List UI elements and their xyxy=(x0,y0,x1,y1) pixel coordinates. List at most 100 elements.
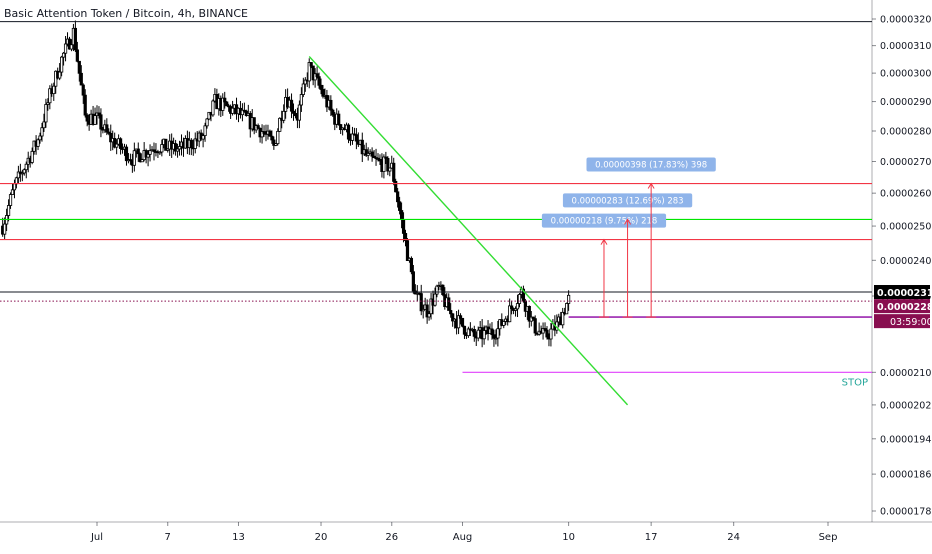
candle-body xyxy=(299,94,303,106)
candle-body xyxy=(175,148,180,152)
candle-body xyxy=(148,150,152,155)
ma-price-tag xyxy=(874,299,930,314)
y-tick-label: 0.00002400 xyxy=(880,256,932,267)
candle-body xyxy=(307,62,311,82)
y-tick-label: 0.00003200 xyxy=(880,15,932,26)
target-arrowhead xyxy=(600,238,608,245)
candle-body xyxy=(44,104,48,123)
candle-body xyxy=(144,150,148,158)
candle-body xyxy=(376,157,380,160)
candle-body xyxy=(476,329,480,339)
target-label-text: 0.00000398 (17.83%) 398 xyxy=(595,161,707,171)
candle-body xyxy=(392,162,396,182)
candle-body xyxy=(136,148,140,155)
candle-body xyxy=(240,109,245,116)
x-tick-label: 24 xyxy=(727,532,740,543)
candle-body xyxy=(458,315,463,319)
candle-body xyxy=(419,293,423,312)
candle-body xyxy=(378,159,382,162)
candle-body xyxy=(211,100,215,116)
candle-body xyxy=(166,148,170,151)
candle-body xyxy=(124,146,129,162)
candle-body xyxy=(447,297,451,311)
candle-body xyxy=(63,43,68,54)
candle-body xyxy=(531,316,535,320)
candle-body xyxy=(398,201,402,211)
candle-body xyxy=(545,329,549,338)
candle-body xyxy=(3,223,7,235)
candle-body xyxy=(8,194,13,206)
candle-body xyxy=(67,38,72,50)
last-price-tag-text: 0.00002311 xyxy=(877,288,932,299)
candle-body xyxy=(99,114,103,130)
candle-body xyxy=(158,151,162,154)
candle-body xyxy=(510,305,514,309)
candle-body xyxy=(276,130,280,145)
candle-body xyxy=(472,328,476,337)
candle-body xyxy=(177,146,182,150)
candle-body xyxy=(449,310,453,315)
candle-body xyxy=(42,121,46,129)
candle-body xyxy=(399,210,404,221)
candle-body xyxy=(451,313,455,322)
candle-body xyxy=(79,72,83,86)
candle-body xyxy=(360,139,364,155)
candle-body xyxy=(109,133,113,143)
candle-body xyxy=(421,309,425,312)
y-tick-label: 0.00001940 xyxy=(880,434,932,445)
candle-body xyxy=(20,172,24,175)
candle-body xyxy=(291,110,296,114)
candle-body xyxy=(24,163,28,171)
candle-body xyxy=(152,149,156,152)
candle-body xyxy=(22,169,26,174)
candle-body xyxy=(268,130,272,137)
candle-body xyxy=(386,157,390,172)
candle-body xyxy=(527,305,531,322)
x-tick-label: Aug xyxy=(453,532,473,543)
candle-body xyxy=(138,153,142,163)
down-trendline xyxy=(308,56,629,406)
candle-body xyxy=(567,294,571,304)
candle-body xyxy=(189,139,193,149)
candle-body xyxy=(482,330,486,340)
candle-body xyxy=(113,138,117,148)
candle-body xyxy=(46,102,50,105)
target-label-text: 0.00000218 (9.75%) 218 xyxy=(551,217,658,227)
candle-body xyxy=(160,144,164,153)
x-tick-label: 17 xyxy=(645,532,658,543)
y-tick-label: 0.00002100 xyxy=(880,368,932,379)
candle-body xyxy=(433,293,437,306)
candle-body xyxy=(16,171,20,179)
candle-body xyxy=(517,294,522,304)
candle-body xyxy=(543,328,547,331)
candle-body xyxy=(494,337,498,340)
candle-body xyxy=(492,334,496,339)
target-label-box xyxy=(586,157,716,172)
target-label-box xyxy=(541,213,667,228)
candle-body xyxy=(329,99,333,111)
candle-body xyxy=(339,124,343,131)
candle-body xyxy=(38,135,42,141)
candle-body xyxy=(513,308,518,311)
candle-body xyxy=(561,311,565,326)
candle-body xyxy=(533,318,537,334)
y-tick-label: 0.00002900 xyxy=(880,97,932,108)
candle-body xyxy=(115,143,119,148)
candle-body xyxy=(75,49,79,62)
candle-body xyxy=(262,131,266,134)
candle-body xyxy=(40,127,44,137)
x-tick-label: Sep xyxy=(819,532,838,543)
candle-body xyxy=(496,328,500,339)
candle-body xyxy=(140,159,144,163)
y-tick-label: 0.00002500 xyxy=(880,222,932,233)
candle-body xyxy=(315,73,319,78)
y-tick-label: 0.00002800 xyxy=(880,127,932,138)
candle-body xyxy=(529,316,533,322)
target-label-box xyxy=(562,193,693,208)
candle-body xyxy=(85,114,89,122)
candle-body xyxy=(405,240,410,261)
candle-body xyxy=(331,109,335,116)
candle-body xyxy=(81,84,85,96)
